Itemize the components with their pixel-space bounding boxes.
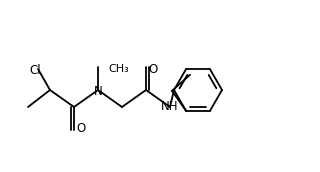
Text: NH: NH: [161, 99, 179, 112]
Text: CH₃: CH₃: [108, 64, 129, 74]
Text: O: O: [76, 121, 86, 135]
Text: N: N: [94, 84, 102, 98]
Text: O: O: [148, 62, 158, 76]
Text: Cl: Cl: [29, 63, 41, 77]
